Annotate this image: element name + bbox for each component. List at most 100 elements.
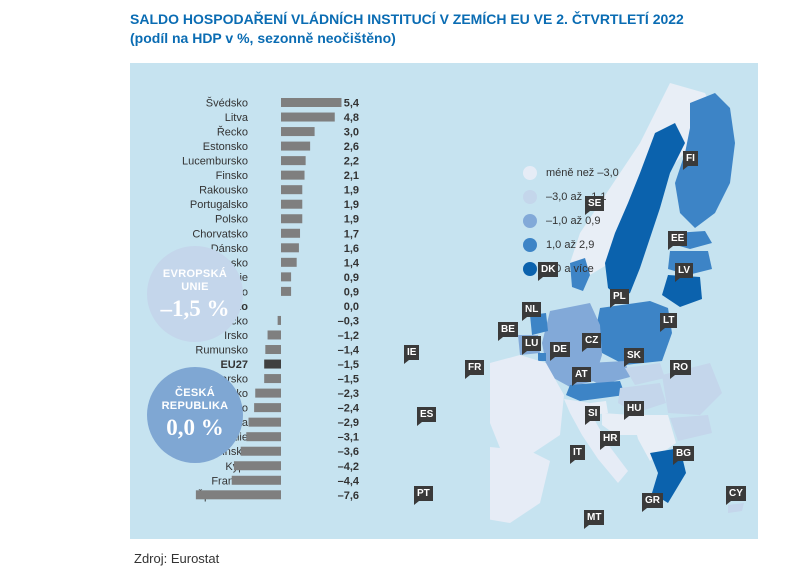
legend-item: méně než –3,0 [523, 161, 619, 185]
value-label: –2,9 [338, 417, 359, 429]
map-france [490, 355, 564, 455]
category-label: Estonsko [203, 141, 248, 153]
bar [281, 141, 311, 151]
value-label: –4,2 [338, 461, 359, 473]
value-label: –3,6 [338, 446, 359, 458]
bar [195, 490, 281, 500]
country-code-cz: CZ [582, 333, 602, 352]
bar [281, 170, 305, 180]
legend-swatch [523, 190, 537, 204]
map-cyprus [728, 503, 744, 513]
bar [264, 374, 281, 384]
category-label: Litva [225, 112, 249, 124]
map-austria [566, 381, 625, 401]
cz-badge-label-2: REPUBLIKA [161, 400, 229, 412]
value-label: 1,4 [344, 257, 360, 269]
category-label: Rumunsko [195, 345, 248, 357]
category-label: Portugalsko [190, 199, 248, 211]
country-code-gr: GR [642, 493, 663, 512]
cz-badge-label-1: ČESKÁ [174, 387, 215, 399]
eu-badge: EVROPSKÁ UNIE –1,5 % [147, 246, 243, 342]
country-code-mt: MT [584, 510, 605, 529]
eu-badge-value: –1,5 % [160, 296, 230, 321]
bar [281, 257, 297, 267]
value-label: –1,4 [338, 345, 360, 357]
category-label: Švédsko [206, 97, 248, 110]
country-code-at: AT [572, 367, 591, 386]
value-label: 4,8 [344, 112, 359, 124]
category-label: EU27 [220, 359, 248, 371]
legend-item: –3,0 až –1,1 [523, 185, 619, 209]
country-code-es: ES [417, 407, 437, 426]
value-label: 5,4 [344, 98, 360, 110]
legend-item: –1,0 až 0,9 [523, 209, 619, 233]
map-romania [662, 363, 722, 415]
bar [264, 359, 281, 369]
map-czechia [586, 361, 630, 385]
value-label: 1,9 [344, 214, 359, 226]
value-label: 2,2 [344, 156, 359, 168]
legend-label: méně než –3,0 [546, 167, 619, 179]
source-note: Zdroj: Eurostat [134, 551, 220, 566]
map-finland [675, 93, 735, 228]
map-denmark [570, 258, 590, 291]
value-label: –0,3 [338, 315, 359, 327]
legend-swatch [523, 214, 537, 228]
value-label: 1,9 [344, 199, 359, 211]
value-label: 0,9 [344, 272, 359, 284]
country-code-fi: FI [683, 151, 698, 170]
country-code-bg: BG [673, 446, 694, 465]
bar [255, 388, 281, 398]
bar [281, 127, 315, 137]
country-code-si: SI [585, 406, 601, 425]
country-code-it: IT [570, 445, 585, 464]
country-code-lv: LV [675, 263, 694, 282]
category-label: Řecko [217, 126, 248, 139]
map-netherlands [530, 313, 548, 335]
value-label: –2,4 [338, 403, 360, 415]
country-code-ie: IE [404, 345, 420, 364]
map-croatia [602, 413, 640, 435]
category-label: Polsko [215, 214, 248, 226]
bar [267, 330, 281, 340]
country-code-hu: HU [624, 401, 645, 420]
title-line-2: (podíl na HDP v %, sezonně neočištěno) [130, 30, 396, 46]
bar [281, 185, 303, 195]
map-poland [596, 301, 672, 365]
category-label: Chorvatsko [192, 228, 248, 240]
country-code-pl: PL [610, 289, 629, 308]
country-code-hr: HR [600, 431, 621, 450]
bar [281, 156, 306, 166]
country-code-ee: EE [668, 231, 688, 250]
value-label: –1,5 [338, 359, 359, 371]
bar [281, 112, 335, 122]
cz-badge-value: 0,0 % [166, 415, 224, 440]
legend-swatch [523, 262, 537, 276]
map-italy [564, 399, 628, 483]
value-label: 0,0 [344, 301, 359, 313]
legend-label: –1,0 až 0,9 [546, 215, 601, 227]
value-label: 1,9 [344, 185, 359, 197]
country-code-lu: LU [522, 336, 542, 355]
map-sweden [605, 123, 685, 298]
country-code-ro: RO [670, 360, 691, 379]
bar [281, 286, 292, 296]
country-code-dk: DK [538, 262, 559, 281]
value-label: –4,4 [338, 475, 360, 487]
legend-swatch [523, 166, 537, 180]
country-code-se: SE [585, 196, 605, 215]
eu-badge-label-1: EVROPSKÁ [162, 268, 228, 280]
value-label: 2,6 [344, 141, 359, 153]
eu-badge-label-2: UNIE [181, 281, 209, 293]
value-label: –7,6 [338, 490, 359, 502]
value-label: 1,7 [344, 228, 359, 240]
legend-item: 1,0 až 2,9 [523, 233, 619, 257]
value-label: –1,5 [338, 374, 359, 386]
category-label: Finsko [216, 170, 248, 182]
value-label: 3,0 [344, 127, 359, 139]
chart-panel: Švédsko 5,4 Litva 4,8 Řecko 3,0 Estonsko 2,6 Luc… [130, 63, 758, 539]
value-label: –3,1 [338, 432, 359, 444]
map-bulgaria [670, 415, 712, 441]
bar [233, 461, 281, 471]
legend-label: 1,0 až 2,9 [546, 239, 595, 251]
